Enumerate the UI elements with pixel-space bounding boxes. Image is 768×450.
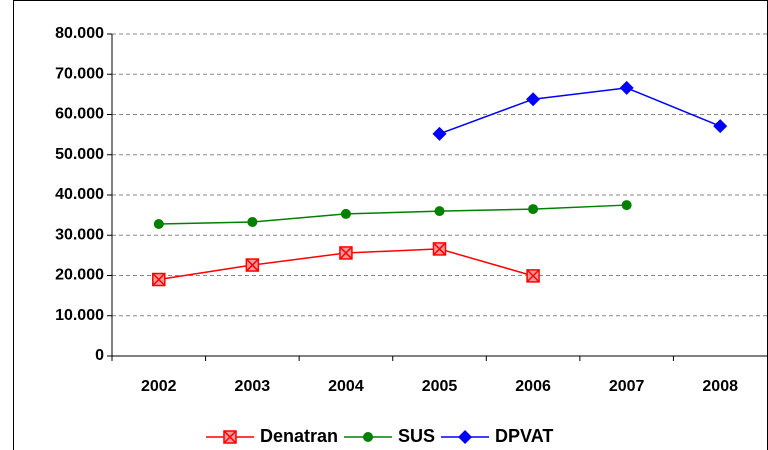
- marker: [621, 200, 632, 211]
- x-tick-label: 2007: [609, 378, 645, 395]
- series-line: [439, 87, 721, 135]
- marker: [526, 269, 540, 283]
- marker: [247, 216, 258, 227]
- series-line: [158, 204, 627, 225]
- marker: [363, 432, 374, 442]
- y-tick-label: 10.000: [55, 307, 104, 324]
- x-tick-label: 2008: [702, 378, 738, 395]
- y-tick-label: 40.000: [55, 186, 104, 203]
- y-tick-label: 60.000: [55, 106, 104, 123]
- marker: [152, 272, 166, 287]
- legend-label: DPVAT: [495, 426, 553, 446]
- x-tick-label: 2005: [422, 378, 458, 395]
- marker: [245, 258, 260, 272]
- legend-label: SUS: [398, 426, 435, 446]
- marker: [619, 80, 634, 95]
- x-tick-label: 2004: [328, 378, 364, 395]
- marker: [223, 430, 237, 444]
- y-tick-label: 50.000: [55, 146, 104, 163]
- chart-border: [13, 0, 768, 450]
- y-tick-label: 80.000: [55, 25, 104, 42]
- marker: [340, 208, 351, 219]
- x-tick-label: 2006: [515, 378, 551, 395]
- marker: [713, 119, 728, 134]
- marker: [339, 246, 353, 260]
- x-tick-label: 2002: [141, 378, 177, 395]
- marker: [526, 92, 541, 107]
- y-tick-label: 0: [95, 347, 104, 364]
- marker: [434, 206, 445, 217]
- legend-label: Denatran: [260, 426, 338, 446]
- marker: [458, 430, 473, 444]
- y-tick-label: 30.000: [55, 226, 104, 243]
- x-tick-label: 2003: [235, 378, 271, 395]
- y-tick-label: 70.000: [55, 65, 104, 82]
- marker: [432, 126, 447, 141]
- marker: [432, 242, 447, 256]
- marker: [153, 218, 164, 229]
- marker: [528, 204, 539, 215]
- y-tick-label: 20.000: [55, 267, 104, 284]
